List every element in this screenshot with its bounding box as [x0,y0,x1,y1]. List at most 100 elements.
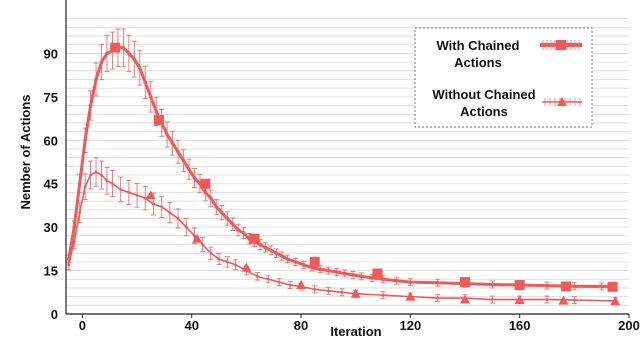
data-point [274,251,279,255]
legend-sample-without-chained [542,97,582,106]
data-point [266,277,270,281]
triangle-marker [145,190,156,200]
series-without-chained-actions [66,157,621,306]
square-marker [153,115,164,126]
data-point [88,103,93,108]
data-point [214,205,219,209]
square-marker [607,281,618,292]
data-point [184,225,188,229]
triangle-marker [405,291,416,301]
data-point [143,80,148,85]
data-point [490,282,495,287]
data-point [351,273,355,277]
triangle-marker [350,288,361,298]
data-point [490,298,494,301]
x-tick-label: 120 [400,318,422,333]
data-point [77,181,82,186]
triangle-marker [460,294,471,304]
data-point [255,274,259,278]
legend-label-with-line1: With Chained [437,38,520,53]
data-point [394,278,399,283]
data-point [340,290,344,294]
data-point [381,293,385,297]
triangle-marker [241,262,252,272]
data-point [121,45,126,50]
series-layer [66,28,621,306]
data-point [545,298,549,301]
data-point [436,296,440,300]
square-marker [249,233,260,244]
data-point [277,280,281,284]
data-point [435,280,440,285]
axes [65,0,629,315]
data-point [599,284,604,289]
square-marker [372,268,383,279]
data-point [301,262,306,267]
data-point [326,289,330,293]
data-point [176,150,180,154]
legend-square-marker [556,40,566,50]
data-point [230,222,235,227]
data-point [225,216,230,221]
x-tick-label: 200 [618,318,640,333]
data-point [288,283,292,287]
data-point [359,274,363,279]
data-point [78,211,82,215]
y-tick-label: 60 [44,133,58,148]
data-point [241,231,246,235]
data-point [234,263,237,267]
legend-label-without-line2: Actions [460,104,508,119]
x-tick-label: 160 [509,318,531,333]
data-point [280,254,284,258]
data-point [572,298,576,302]
data-point [192,176,197,180]
data-point [67,263,71,267]
x-tick-label: 40 [184,318,198,333]
legend-label-without-line1: Without Chained [432,87,535,102]
tick-labels: 0 15 30 45 60 75 90 0 40 80 120 160 200 [44,46,640,333]
data-point [100,173,103,177]
square-marker [200,178,211,189]
data-point [94,170,98,174]
data-point [181,158,186,163]
square-marker [561,281,572,292]
legend: With Chained Actions Without Chained Act… [414,27,593,128]
data-point [152,202,155,206]
y-tick-label: 0 [51,307,58,322]
square-marker [110,42,121,53]
data-point [99,60,104,64]
data-point [269,248,273,253]
data-point [326,268,331,273]
data-point [83,185,87,189]
data-point [572,284,577,289]
triangle-marker [558,295,569,305]
data-point [127,191,131,194]
data-point [72,240,76,244]
data-point [105,51,109,56]
y-tick-label: 15 [44,264,58,279]
y-tick-label: 90 [44,46,58,61]
data-point [209,196,213,200]
data-point [170,141,175,145]
data-point [293,260,298,264]
data-point [334,270,339,274]
data-point [105,179,109,183]
legend-triangle-marker [557,97,567,106]
data-point [119,188,123,191]
series-with-chained-actions [66,28,618,292]
triangle-marker [192,233,203,243]
data-point [137,66,142,70]
legend-label-with-line2: Actions [454,55,502,70]
data-point [176,217,180,220]
data-point [111,182,114,186]
data-point [165,132,169,137]
data-point [127,51,131,56]
data-point [236,228,240,232]
data-point [225,260,229,264]
square-marker [309,256,320,267]
data-point [132,57,137,62]
x-tick-label: 0 [79,318,86,333]
y-tick-label: 45 [44,177,58,192]
data-point [219,210,224,215]
